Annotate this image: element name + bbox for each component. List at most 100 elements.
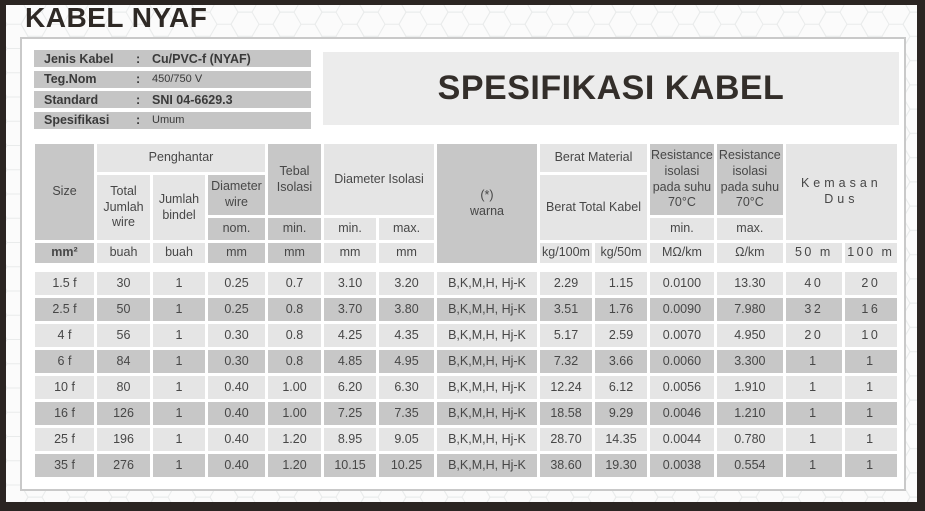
cell-berat-kg50m: 6.12 xyxy=(595,376,647,399)
cell-resistance-min: 0.0038 xyxy=(650,454,714,477)
table-row: 16 f 126 1 0.40 1.00 7.25 7.35 B,K,M,H, … xyxy=(35,402,897,425)
header-size: Size xyxy=(35,144,94,240)
cell-diameter-wire-nom: 0.25 xyxy=(208,298,265,321)
cell-kemasan-100m: 1 xyxy=(844,428,897,451)
cell-kemasan-100m: 1 xyxy=(844,376,897,399)
cell-diameter-isolasi-min: 3.70 xyxy=(324,298,376,321)
cell-kemasan-50m: 1 xyxy=(785,376,842,399)
cell-kemasan-100m: 10 xyxy=(844,324,897,347)
cell-kemasan-50m: 1 xyxy=(785,402,842,425)
unit-tebal: mm xyxy=(268,243,321,263)
cell-total-jumlah-wire: 84 xyxy=(97,350,150,373)
cell-warna: B,K,M,H, Hj-K xyxy=(437,350,537,373)
cell-berat-kg50m: 9.29 xyxy=(595,402,647,425)
cell-resistance-min: 0.0046 xyxy=(650,402,714,425)
cell-warna: B,K,M,H, Hj-K xyxy=(437,272,537,295)
cell-kemasan-100m: 16 xyxy=(844,298,897,321)
cable-info-box: Jenis Kabel : Cu/PVC-f (NYAF) Teg.Nom : … xyxy=(34,50,311,132)
header-diameter-isolasi: Diameter Isolasi xyxy=(324,144,434,215)
info-separator: : xyxy=(136,51,141,66)
unit-total: buah xyxy=(97,243,150,263)
cell-total-jumlah-wire: 30 xyxy=(97,272,150,295)
cell-jumlah-bindel: 1 xyxy=(153,298,205,321)
cell-diameter-isolasi-max: 7.35 xyxy=(379,402,434,425)
page-title: KABEL NYAF xyxy=(25,2,208,33)
cell-diameter-isolasi-min: 3.10 xyxy=(324,272,376,295)
header-res-max: max. xyxy=(716,218,783,240)
unit-kemasan-100: 100 m xyxy=(844,243,897,263)
cell-kemasan-50m: 1 xyxy=(785,350,842,373)
cell-kemasan-100m: 20 xyxy=(844,272,897,295)
table-row: 10 f 80 1 0.40 1.00 6.20 6.30 B,K,M,H, H… xyxy=(35,376,897,399)
cell-kemasan-100m: 1 xyxy=(844,350,897,373)
info-separator: : xyxy=(136,92,141,107)
cell-jumlah-bindel: 1 xyxy=(153,272,205,295)
unit-bindel: buah xyxy=(153,243,205,263)
cell-resistance-max: 1.910 xyxy=(716,376,783,399)
cell-tebal-isolasi-min: 1.00 xyxy=(268,376,321,399)
cell-diameter-wire-nom: 0.25 xyxy=(208,272,265,295)
info-label: Standard xyxy=(44,92,99,107)
cell-kemasan-50m: 1 xyxy=(785,454,842,477)
cell-kemasan-50m: 40 xyxy=(785,272,842,295)
cell-total-jumlah-wire: 80 xyxy=(97,376,150,399)
cell-kemasan-100m: 1 xyxy=(844,402,897,425)
table-row: 4 f 56 1 0.30 0.8 4.25 4.35 B,K,M,H, Hj-… xyxy=(35,324,897,347)
cell-total-jumlah-wire: 276 xyxy=(97,454,150,477)
info-label: Jenis Kabel xyxy=(44,51,114,66)
cell-resistance-min: 0.0070 xyxy=(650,324,714,347)
unit-di-max: mm xyxy=(379,243,434,263)
cell-total-jumlah-wire: 50 xyxy=(97,298,150,321)
spec-title-box: SPESIFIKASI KABEL xyxy=(323,52,899,125)
cell-resistance-max: 4.950 xyxy=(716,324,783,347)
cell-diameter-isolasi-min: 4.85 xyxy=(324,350,376,373)
cell-berat-kg50m: 14.35 xyxy=(595,428,647,451)
header-nom: nom. xyxy=(208,218,265,240)
header-kemasan-line1: Kemasan xyxy=(800,176,882,191)
cell-tebal-isolasi-min: 0.8 xyxy=(268,324,321,347)
header-res-min: min. xyxy=(650,218,714,240)
cell-diameter-isolasi-max: 6.30 xyxy=(379,376,434,399)
cell-diameter-wire-nom: 0.40 xyxy=(208,376,265,399)
cell-diameter-isolasi-max: 3.20 xyxy=(379,272,434,295)
info-value: Cu/PVC-f (NYAF) xyxy=(152,51,251,66)
cell-berat-kg100m: 5.17 xyxy=(540,324,592,347)
cell-warna: B,K,M,H, Hj-K xyxy=(437,402,537,425)
cell-resistance-max: 7.980 xyxy=(716,298,783,321)
cell-size: 25 f xyxy=(35,428,94,451)
cell-resistance-min: 0.0100 xyxy=(650,272,714,295)
info-label: Spesifikasi xyxy=(44,113,110,127)
unit-kg100: kg/100m xyxy=(540,243,592,263)
cell-diameter-wire-nom: 0.30 xyxy=(208,350,265,373)
cell-size: 2.5 f xyxy=(35,298,94,321)
cell-jumlah-bindel: 1 xyxy=(153,428,205,451)
header-warna: (*) warna xyxy=(437,144,537,263)
cell-berat-kg50m: 2.59 xyxy=(595,324,647,347)
cell-resistance-max: 1.210 xyxy=(716,402,783,425)
cell-berat-kg100m: 38.60 xyxy=(540,454,592,477)
cell-resistance-min: 0.0060 xyxy=(650,350,714,373)
cell-jumlah-bindel: 1 xyxy=(153,324,205,347)
cell-tebal-isolasi-min: 1.20 xyxy=(268,454,321,477)
cell-jumlah-bindel: 1 xyxy=(153,376,205,399)
table-row: 1.5 f 30 1 0.25 0.7 3.10 3.20 B,K,M,H, H… xyxy=(35,272,897,295)
cell-warna: B,K,M,H, Hj-K xyxy=(437,428,537,451)
info-row-teg-nom: Teg.Nom : 450/750 V xyxy=(34,70,311,88)
header-tebal-isolasi: Tebal Isolasi xyxy=(268,144,321,215)
cell-diameter-isolasi-max: 10.25 xyxy=(379,454,434,477)
unit-kg50: kg/50m xyxy=(595,243,647,263)
cell-kemasan-50m: 1 xyxy=(785,428,842,451)
cell-diameter-wire-nom: 0.40 xyxy=(208,402,265,425)
cell-berat-kg50m: 3.66 xyxy=(595,350,647,373)
header-total-jumlah-wire: Total Jumlah wire xyxy=(97,175,150,240)
cell-diameter-isolasi-max: 9.05 xyxy=(379,428,434,451)
cell-tebal-isolasi-min: 1.20 xyxy=(268,428,321,451)
info-separator: : xyxy=(136,113,141,127)
cell-resistance-min: 0.0056 xyxy=(650,376,714,399)
unit-res-max: Ω/km xyxy=(716,243,783,263)
header-resistance-min: Resistance isolasi pada suhu 70°C xyxy=(650,144,714,215)
cell-size: 4 f xyxy=(35,324,94,347)
header-penghantar: Penghantar xyxy=(97,144,265,172)
info-row-standard: Standard : SNI 04-6629.3 xyxy=(34,91,311,108)
